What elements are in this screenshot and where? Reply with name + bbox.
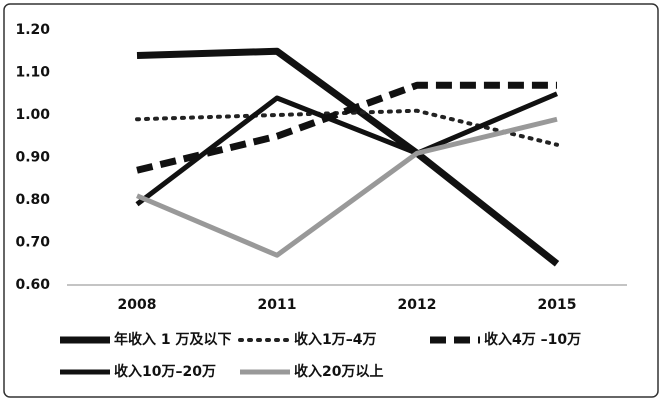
y-tick-label: 1.00 (15, 107, 50, 123)
line (135, 91, 558, 207)
x-tick-label: 2008 (118, 297, 157, 313)
x-tick-label: 2015 (538, 297, 577, 313)
y-tick-label: 1.10 (15, 65, 50, 81)
y-tick-label: 0.90 (15, 150, 50, 166)
line (136, 47, 560, 267)
y-tick-label: 0.70 (15, 235, 50, 251)
y-tick-label: 0.60 (15, 277, 50, 293)
legend-label: 收入10万–20万 (114, 363, 216, 380)
y-tick-label: 1.20 (15, 22, 50, 38)
x-tick-label: 2011 (258, 297, 297, 313)
y-tick-label: 0.80 (15, 192, 50, 208)
frame (3, 3, 659, 398)
legend-label: 收入4万 –10万 (484, 331, 581, 348)
x-tick-label: 2012 (398, 297, 437, 313)
line (136, 116, 558, 258)
legend-label: 收入20万以上 (294, 363, 383, 380)
legend-label: 年收入 1 万及以下 (114, 331, 232, 348)
legend-label: 收入1万–4万 (294, 331, 376, 348)
